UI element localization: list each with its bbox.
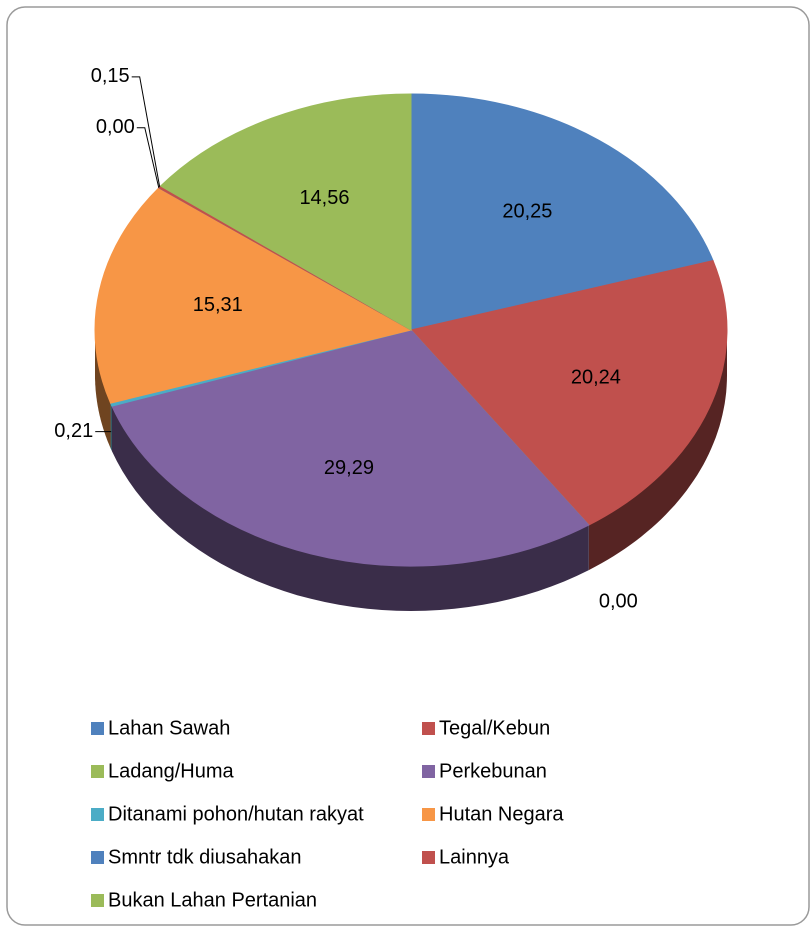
- legend-swatch: [422, 808, 435, 821]
- data-label: 0,15: [91, 65, 130, 87]
- data-label: 15,31: [193, 294, 243, 316]
- pie-slice: [111, 329, 590, 567]
- legend-swatch: [422, 851, 435, 864]
- legend-swatch: [91, 851, 104, 864]
- legend-swatch: [91, 722, 104, 735]
- data-label: 0,00: [599, 590, 638, 612]
- legend-label: Hutan Negara: [439, 803, 564, 825]
- slice-side: [588, 330, 727, 571]
- legend-label: Perkebunan: [439, 760, 547, 782]
- pie-slice: [159, 93, 412, 331]
- data-label: 0,00: [96, 116, 135, 138]
- legend-swatch: [422, 722, 435, 735]
- data-label: 20,24: [571, 367, 621, 389]
- leader-line: [136, 127, 160, 188]
- data-label: 20,25: [502, 201, 552, 223]
- slice-side: [111, 406, 589, 611]
- pie-slice: [94, 187, 413, 404]
- legend-swatch: [91, 894, 104, 907]
- legend-label: Tegal/Kebun: [439, 717, 550, 739]
- legend-label: Lainnya: [439, 846, 510, 868]
- legend-label: Ditanami pohon/hutan rakyat: [108, 803, 364, 825]
- pie-slice: [410, 93, 714, 331]
- legend-label: Bukan Lahan Pertanian: [108, 889, 317, 911]
- legend-label: Ladang/Huma: [108, 760, 235, 782]
- slice-side: [95, 330, 111, 449]
- leader-line: [131, 76, 161, 188]
- data-label: 14,56: [299, 187, 349, 209]
- legend-label: Smntr tdk diusahakan: [108, 846, 301, 868]
- legend-swatch: [91, 808, 104, 821]
- legend-swatch: [422, 765, 435, 778]
- pie-slice: [410, 259, 728, 526]
- slice-side: [110, 403, 112, 452]
- data-label: 0,21: [54, 420, 93, 442]
- legend-label: Lahan Sawah: [108, 717, 230, 739]
- legend-swatch: [91, 765, 104, 778]
- data-label: 29,29: [324, 457, 374, 479]
